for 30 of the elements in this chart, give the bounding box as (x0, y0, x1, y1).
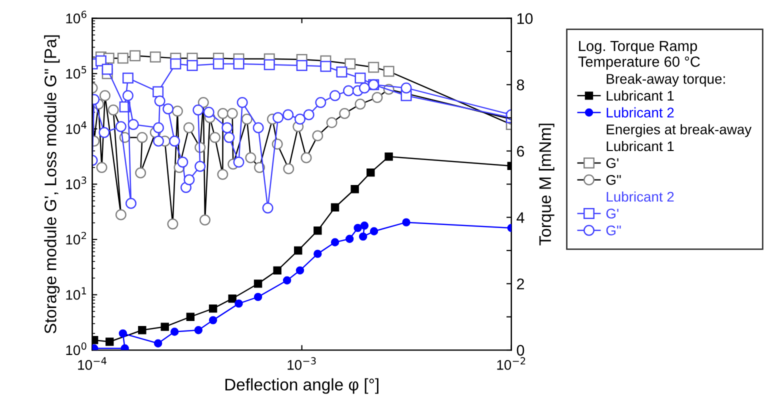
y2-tick-label: 4 (516, 212, 524, 223)
legend-label: G" (606, 226, 621, 236)
legend-label: G" (606, 175, 621, 185)
y2-tick-label: 2 (517, 278, 524, 290)
legend-label: G' (606, 208, 618, 219)
y2-tick-label: 6 (517, 146, 524, 157)
x-tick-label: 10$^{−2}$ (497, 357, 526, 370)
legend-label: Lubricant 2 (606, 107, 674, 118)
text: Break-away torque: (606, 74, 725, 87)
legend-label: Lubricant 1 (606, 90, 674, 101)
text: Lubricant 2 (606, 191, 674, 202)
y-tick-label: 10$^{5}$ (66, 66, 86, 79)
legend-title: Log. Torque Ramp Temperature 60 °C (578, 40, 700, 70)
text: Lubricant 1 (606, 140, 674, 152)
y-tick-label: 10$^{2}$ (66, 232, 86, 245)
legend-label: G' (606, 158, 618, 168)
x-axis-title: Deflection angle φ [°] (225, 378, 378, 394)
y2-tick-label: 0 (516, 344, 524, 356)
y2-tick-label: 10 (517, 13, 533, 24)
y-tick-label: 10$^{4}$ (66, 121, 86, 134)
y-tick-label: 10$^{0}$ (66, 342, 86, 356)
y-tick-label: 10$^{3}$ (66, 176, 86, 190)
y-axis-title: Storage module G', Loss module G" [Pa] (44, 35, 60, 334)
x-tick-label: 10$^{−4}$ (78, 357, 106, 370)
x-tick-label: 10$^{−3}$ (288, 357, 316, 370)
y-tick-label: 10$^{1}$ (66, 287, 86, 300)
text: Energies at break-away (606, 124, 752, 138)
y-tick-label: 10$^{6}$ (66, 10, 86, 24)
y2-tick-label: 8 (516, 80, 524, 90)
y2-axis-title: Torque M [mNm] (538, 124, 554, 246)
